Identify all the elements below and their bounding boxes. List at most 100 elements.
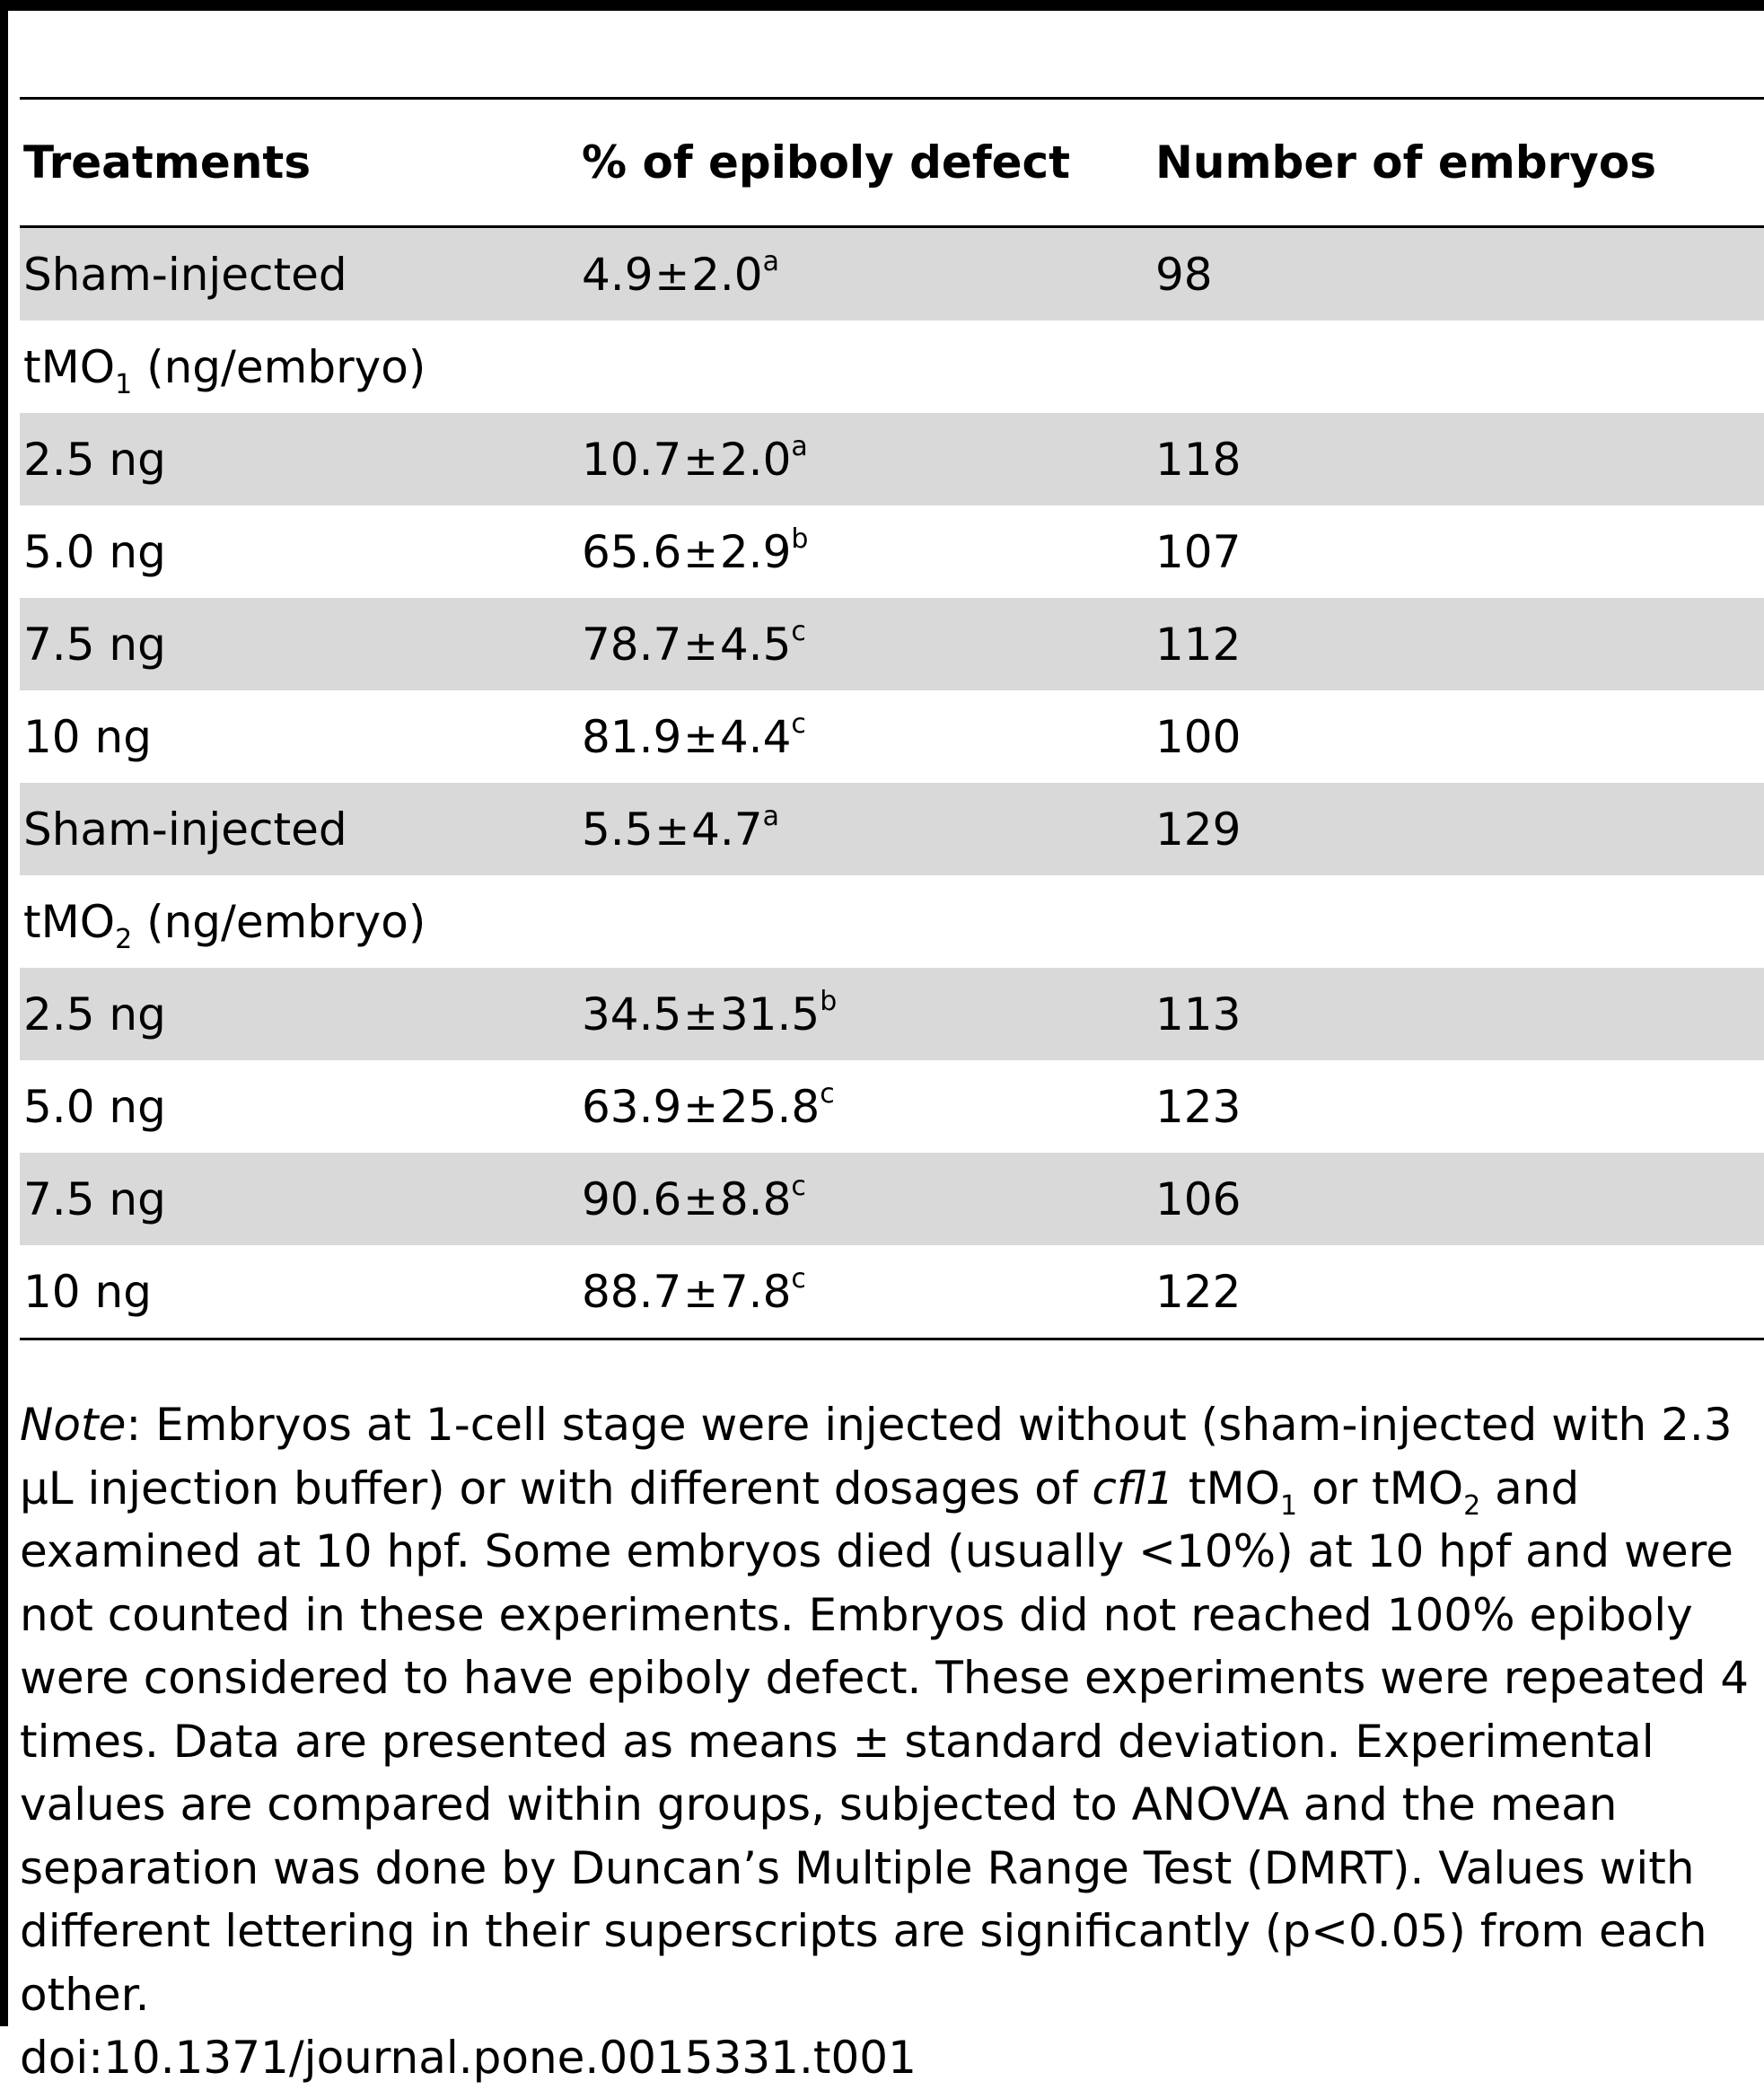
epiboly-defect-cell: 65.6±2.9b (578, 505, 1152, 598)
embryo-count-cell (1152, 321, 1764, 413)
mean-value: 65.6 (582, 525, 682, 578)
mean-value: 5.5 (582, 803, 654, 856)
significance-letter: c (820, 1077, 835, 1110)
epiboly-defect-cell: 81.9±4.4c (578, 690, 1152, 783)
sd-value: 31.5 (719, 988, 821, 1041)
treatment-cell: 5.0 ng (23, 1080, 166, 1133)
significance-letter: c (791, 707, 806, 740)
table-row: 5.0 ng 65.6±2.9b 107 (20, 505, 1764, 598)
sd-value: 2.9 (719, 525, 792, 578)
plus-minus-sign: ± (683, 1083, 718, 1132)
epiboly-defect-cell: 10.7±2.0a (578, 413, 1152, 505)
note-gene-name: cfl1 (1092, 1462, 1174, 1515)
mean-value: 34.5 (582, 988, 682, 1041)
group-label-cell: tMO2 (ng/embryo) (20, 875, 578, 968)
epiboly-defect-cell: 5.5±4.7a (578, 783, 1152, 875)
table-body: Sham-injected 4.9±2.0a 98 tMO1 (ng/embryo) 2… (20, 226, 1764, 1339)
note-sub-1: 1 (1279, 1489, 1298, 1522)
embryo-count-cell (1152, 875, 1764, 968)
epiboly-defect-cell: 88.7±7.8c (578, 1245, 1152, 1338)
plus-minus-sign: ± (654, 805, 690, 855)
note-text-4: and examined at 10 hpf. Some embryos die… (20, 1462, 1750, 2021)
treatment-cell: 7.5 ng (20, 1153, 578, 1245)
mean-value: 81.9 (582, 710, 682, 763)
significance-letter: a (762, 245, 779, 277)
group-subscript: 2 (115, 923, 133, 955)
plus-minus-sign: ± (683, 990, 718, 1040)
table-header: Treatments % of epiboly defect Number of… (20, 100, 1764, 228)
sd-value: 4.7 (691, 803, 763, 856)
epiboly-defect-cell: 63.9±25.8c (578, 1060, 1152, 1153)
plus-minus-sign: ± (683, 528, 718, 577)
group-suffix: (ng/embryo) (146, 340, 426, 393)
significance-letter: b (820, 985, 838, 1017)
embryo-count-cell: 100 (1155, 710, 1242, 763)
sd-value: 4.4 (719, 710, 792, 763)
table-row: 2.5 ng 10.7±2.0a 118 (20, 413, 1764, 505)
epiboly-table: Treatments % of epiboly defect Number of… (20, 100, 1764, 1338)
group-base: tMO (23, 895, 116, 948)
table-row: 10 ng 81.9±4.4c 100 (20, 690, 1764, 783)
sd-value: 8.8 (719, 1172, 792, 1225)
mean-value: 63.9 (582, 1080, 682, 1133)
epiboly-defect-cell: 90.6±8.8c (578, 1153, 1152, 1245)
embryo-count-cell: 123 (1155, 1080, 1242, 1133)
table-row: Sham-injected 4.9±2.0a 98 (20, 226, 1764, 321)
table-row: Sham-injected 5.5±4.7a 129 (20, 783, 1764, 875)
group-base: tMO (23, 340, 116, 393)
sd-value: 25.8 (719, 1080, 821, 1133)
epiboly-defect-cell: 34.5±31.5b (578, 968, 1152, 1060)
mean-value: 88.7 (582, 1265, 682, 1318)
sd-value: 7.8 (719, 1265, 792, 1318)
significance-letter: c (791, 1170, 806, 1202)
mean-value: 90.6 (582, 1172, 682, 1225)
top-border-rule (0, 0, 1764, 11)
plus-minus-sign: ± (683, 1268, 718, 1317)
treatment-cell: 5.0 ng (23, 525, 166, 578)
treatment-cell: Sham-injected (20, 783, 578, 875)
epiboly-defect-cell (578, 321, 1152, 413)
treatment-cell: 10 ng (23, 710, 152, 763)
embryo-count-cell: 113 (1152, 968, 1764, 1060)
sd-value: 2.0 (719, 433, 792, 486)
group-suffix-gap (132, 896, 146, 948)
epiboly-defect-cell: 78.7±4.5c (578, 598, 1152, 690)
table-row: 5.0 ng 63.9±25.8c 123 (20, 1060, 1764, 1153)
header-row: Treatments % of epiboly defect Number of… (20, 100, 1764, 228)
plus-minus-sign: ± (654, 250, 690, 300)
table-note: Note: Embryos at 1-cell stage were injec… (20, 1393, 1761, 2090)
group-label-cell: tMO1 (ng/embryo) (20, 321, 578, 413)
note-text-1: : Embryos at 1-cell stage were injected … (20, 1399, 1733, 1515)
table-container: Treatments % of epiboly defect Number of… (20, 97, 1764, 1340)
sd-value: 2.0 (691, 248, 763, 301)
epiboly-defect-cell (578, 875, 1152, 968)
embryo-count-cell: 106 (1152, 1153, 1764, 1245)
note-sub-2: 2 (1463, 1489, 1481, 1522)
treatment-cell: 2.5 ng (20, 413, 578, 505)
group-row: tMO1 (ng/embryo) (20, 321, 1764, 413)
significance-letter: b (791, 522, 809, 555)
group-suffix: (ng/embryo) (146, 895, 426, 948)
group-suffix-gap (132, 341, 146, 393)
table-row: 10 ng 88.7±7.8c 122 (20, 1245, 1764, 1338)
treatment-cell: Sham-injected (20, 226, 578, 321)
plus-minus-sign: ± (683, 1175, 718, 1225)
treatment-cell: 7.5 ng (20, 598, 578, 690)
embryo-count-cell: 118 (1152, 413, 1764, 505)
plus-minus-sign: ± (683, 620, 718, 670)
header-number-of-embryos: Number of embryos (1152, 100, 1764, 228)
doi-text: doi:10.1371/journal.pone.0015331.t001 (20, 2032, 917, 2084)
table-bottom-rule (20, 1338, 1764, 1340)
significance-letter: c (791, 1262, 806, 1295)
plus-minus-sign: ± (683, 435, 718, 485)
left-border-rule (0, 0, 8, 2026)
significance-letter: c (791, 615, 806, 647)
treatment-cell: 10 ng (23, 1265, 152, 1318)
mean-value: 4.9 (582, 248, 654, 301)
table-top-rule (20, 97, 1764, 100)
embryo-count-cell: 129 (1152, 783, 1764, 875)
embryo-count-cell: 112 (1152, 598, 1764, 690)
epiboly-defect-cell: 4.9±2.0a (578, 226, 1152, 321)
significance-letter: a (762, 800, 779, 832)
note-text-3: or tMO (1297, 1462, 1464, 1515)
